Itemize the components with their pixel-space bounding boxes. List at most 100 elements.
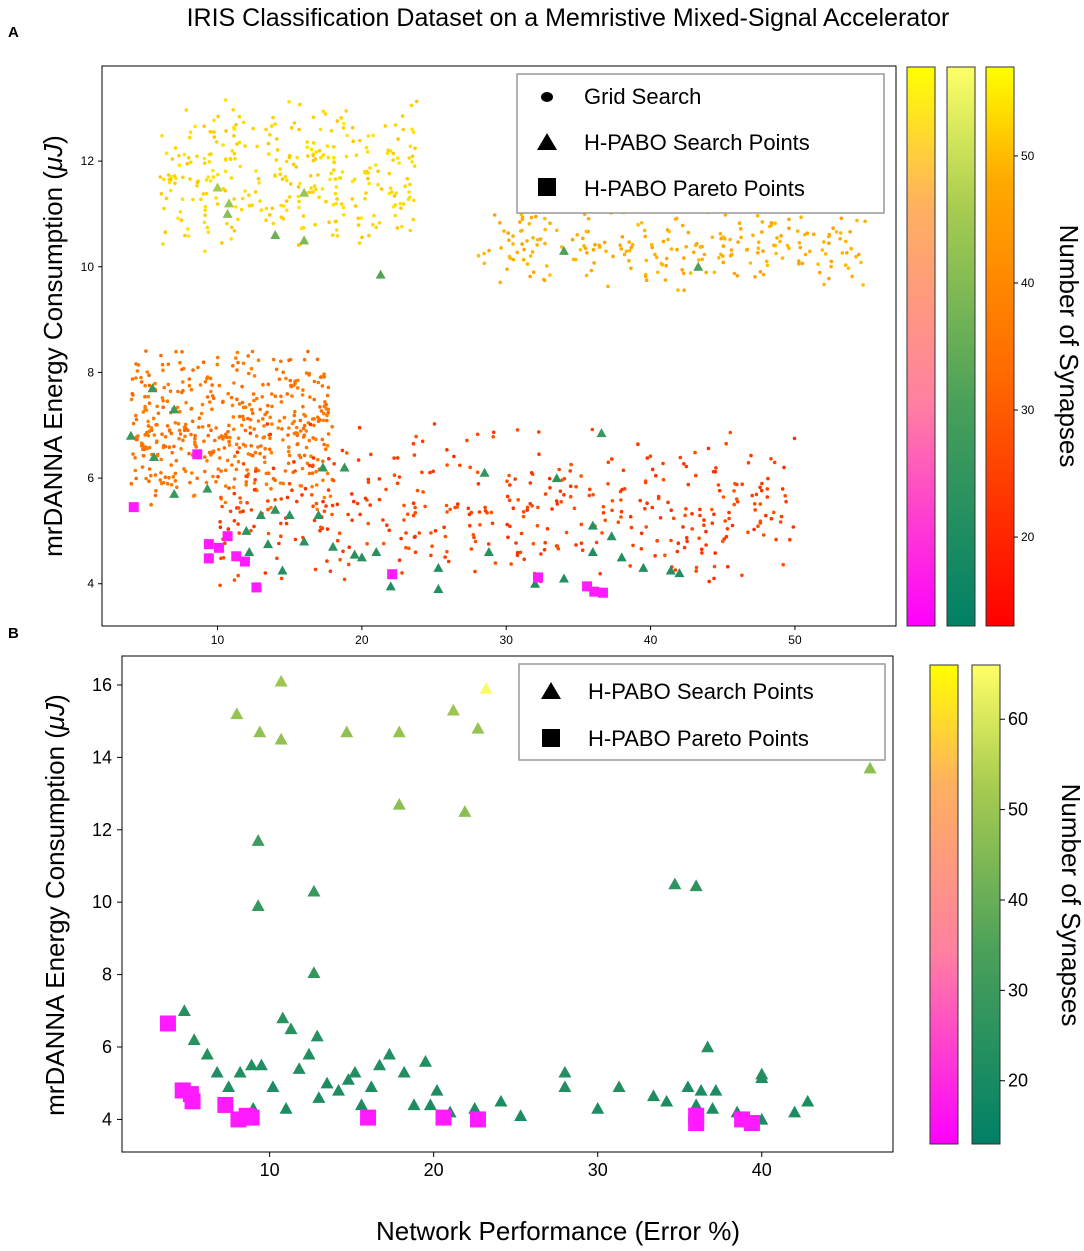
grid-search-point <box>443 555 447 559</box>
grid-search-point <box>704 270 708 275</box>
grid-search-point <box>339 116 344 120</box>
grid-search-point <box>656 494 661 499</box>
triangle-legend-icon <box>541 682 561 699</box>
grid-search-point <box>543 227 547 232</box>
grid-search-point <box>628 514 633 519</box>
grid-search-point <box>355 501 360 506</box>
grid-search-point <box>717 488 722 493</box>
search-point <box>222 208 233 218</box>
pareto-point <box>688 1107 705 1124</box>
grid-search-point <box>758 485 762 490</box>
grid-search-point <box>131 393 135 397</box>
grid-search-point <box>618 243 622 247</box>
grid-search-point <box>322 442 326 447</box>
panel-b-colorbar-label: Number of Synapses <box>1056 784 1084 1027</box>
grid-search-point <box>694 473 698 478</box>
grid-search-point <box>774 251 778 256</box>
grid-search-point <box>238 496 242 500</box>
grid-search-point <box>171 475 176 479</box>
grid-search-point <box>203 380 208 384</box>
square-legend-icon <box>538 178 556 196</box>
grid-search-point <box>215 362 220 367</box>
grid-search-point <box>818 270 822 275</box>
grid-search-point <box>241 414 245 419</box>
grid-search-point <box>314 150 319 154</box>
grid-search-point <box>271 466 276 471</box>
grid-search-point <box>256 177 261 181</box>
grid-search-point <box>350 492 354 496</box>
search-point <box>222 1080 236 1093</box>
grid-search-point <box>334 201 339 206</box>
grid-search-point <box>368 166 372 170</box>
grid-search-point <box>342 121 346 126</box>
grid-search-point <box>175 405 180 410</box>
grid-search-point <box>141 453 146 458</box>
grid-search-point <box>298 102 302 107</box>
grid-search-point <box>236 522 240 526</box>
grid-search-point <box>861 283 865 287</box>
pareto-point <box>128 502 139 513</box>
grid-search-point <box>505 479 509 484</box>
grid-search-point <box>203 208 207 213</box>
grid-search-point <box>232 578 237 582</box>
grid-search-point <box>227 439 231 444</box>
grid-search-point <box>292 413 297 418</box>
figure-title: IRIS Classification Dataset on a Memrist… <box>187 4 950 32</box>
grid-search-point <box>323 400 327 404</box>
grid-search-point <box>610 508 614 513</box>
grid-search-point <box>753 275 757 279</box>
grid-search-point <box>398 201 403 206</box>
panel-a-colorbar-pink <box>906 66 936 627</box>
grid-search-point <box>307 190 312 195</box>
grid-search-point <box>324 199 328 204</box>
grid-search-point <box>254 169 258 173</box>
grid-search-point <box>232 477 237 481</box>
grid-search-point <box>295 386 300 390</box>
grid-search-point <box>627 259 631 263</box>
grid-search-point <box>758 270 763 274</box>
grid-search-point <box>322 495 327 500</box>
grid-search-point <box>332 168 336 172</box>
grid-search-point <box>350 125 355 130</box>
grid-search-point <box>160 432 164 437</box>
grid-search-point <box>395 481 400 486</box>
grid-search-point <box>669 538 673 543</box>
grid-search-point <box>787 246 791 250</box>
grid-search-point <box>231 415 236 419</box>
grid-search-point <box>328 569 333 573</box>
grid-search-point <box>206 175 210 179</box>
grid-search-point <box>164 196 169 201</box>
grid-search-point <box>241 509 245 513</box>
grid-search-point <box>415 488 420 493</box>
grid-search-point <box>710 521 715 525</box>
grid-search-point <box>396 137 400 141</box>
grid-search-point <box>575 233 579 237</box>
grid-search-point <box>850 274 854 279</box>
grid-search-point <box>220 241 224 245</box>
grid-search-point <box>224 129 228 133</box>
grid-search-point <box>183 233 187 238</box>
x-tick-label: 20 <box>424 1160 444 1180</box>
grid-search-point <box>311 504 315 509</box>
grid-search-point <box>787 226 791 230</box>
grid-search-point <box>232 197 236 201</box>
grid-search-point <box>284 159 289 164</box>
grid-search-point <box>766 476 770 481</box>
grid-search-point <box>307 471 312 476</box>
grid-search-point <box>210 451 215 455</box>
grid-search-point <box>547 476 552 481</box>
grid-search-point <box>339 202 344 206</box>
grid-search-point <box>206 433 211 438</box>
grid-search-point <box>797 259 801 263</box>
grid-search-point <box>845 251 849 255</box>
grid-search-point <box>712 576 716 581</box>
grid-search-point <box>300 393 305 397</box>
grid-search-point <box>445 510 449 514</box>
grid-search-point <box>160 396 165 400</box>
grid-search-point <box>325 413 329 418</box>
search-point <box>694 1083 708 1096</box>
grid-search-point <box>402 518 406 522</box>
grid-search-point <box>312 518 317 523</box>
grid-search-point <box>400 571 404 575</box>
grid-search-point <box>548 486 552 490</box>
